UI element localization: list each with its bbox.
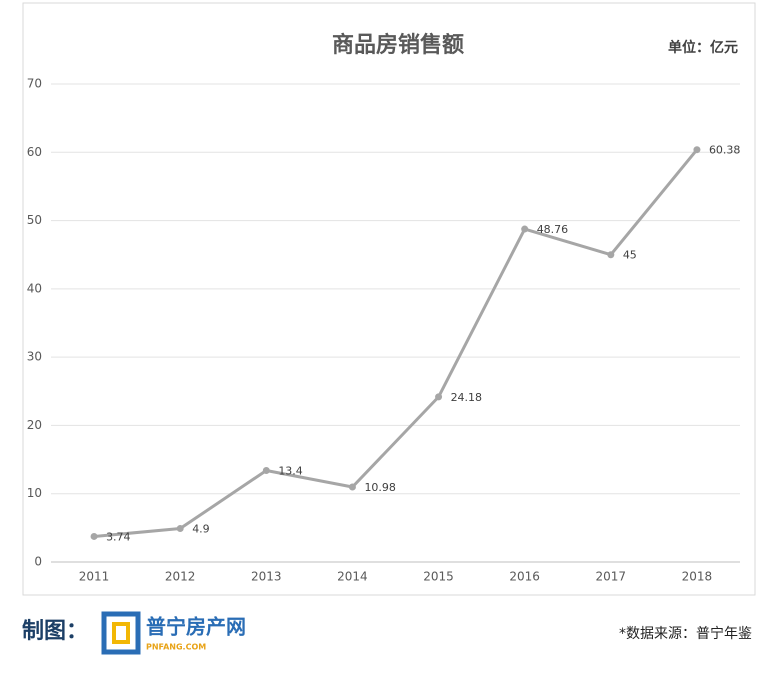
y-tick-label: 30	[27, 350, 42, 364]
y-tick-label: 0	[34, 555, 42, 569]
logo-icon-inner	[112, 622, 130, 644]
chart-frame	[22, 2, 756, 596]
logo-icon	[101, 611, 141, 655]
data-label: 4.9	[192, 523, 210, 536]
marker	[435, 393, 443, 401]
data-label: 48.76	[537, 223, 569, 236]
data-label: 13.4	[278, 464, 303, 477]
x-tick-label: 2014	[337, 570, 368, 584]
logo-name: 普宁房产网	[146, 615, 246, 639]
data-label: 3.74	[106, 530, 131, 543]
marker	[90, 532, 98, 540]
marker	[693, 146, 701, 154]
line	[93, 148, 699, 538]
logo-site: PNFANG.COM	[146, 643, 206, 652]
source: *数据来源：普宁年鉴	[619, 625, 752, 642]
chart-title: 商品房销售额	[332, 32, 464, 58]
data-label: 24.18	[451, 391, 483, 404]
y-tick-label: 10	[27, 486, 42, 500]
marker	[607, 251, 615, 259]
x-tick-label: 2018	[682, 570, 713, 584]
y-tick-label: 70	[27, 77, 42, 91]
x-tick-label: 2011	[79, 570, 110, 584]
marker	[176, 525, 184, 533]
unit-label: 单位：亿元	[668, 39, 738, 56]
x-tick-label: 2017	[596, 570, 627, 584]
marker	[262, 466, 270, 474]
y-tick-label: 40	[27, 281, 42, 295]
made-by: 制图：	[22, 619, 88, 644]
y-tick-label: 20	[27, 418, 42, 432]
y-tick-label: 50	[27, 213, 42, 227]
data-label: 10.98	[364, 481, 396, 494]
x-tick-label: 2015	[423, 570, 454, 584]
y-tick-label: 60	[27, 145, 42, 159]
marker	[348, 483, 356, 491]
marker	[521, 225, 529, 233]
data-label: 45	[623, 249, 637, 262]
data-label: 60.38	[709, 144, 741, 157]
x-tick-label: 2013	[251, 570, 282, 584]
x-tick-label: 2016	[509, 570, 540, 584]
x-tick-label: 2012	[165, 570, 196, 584]
logo	[101, 611, 141, 655]
